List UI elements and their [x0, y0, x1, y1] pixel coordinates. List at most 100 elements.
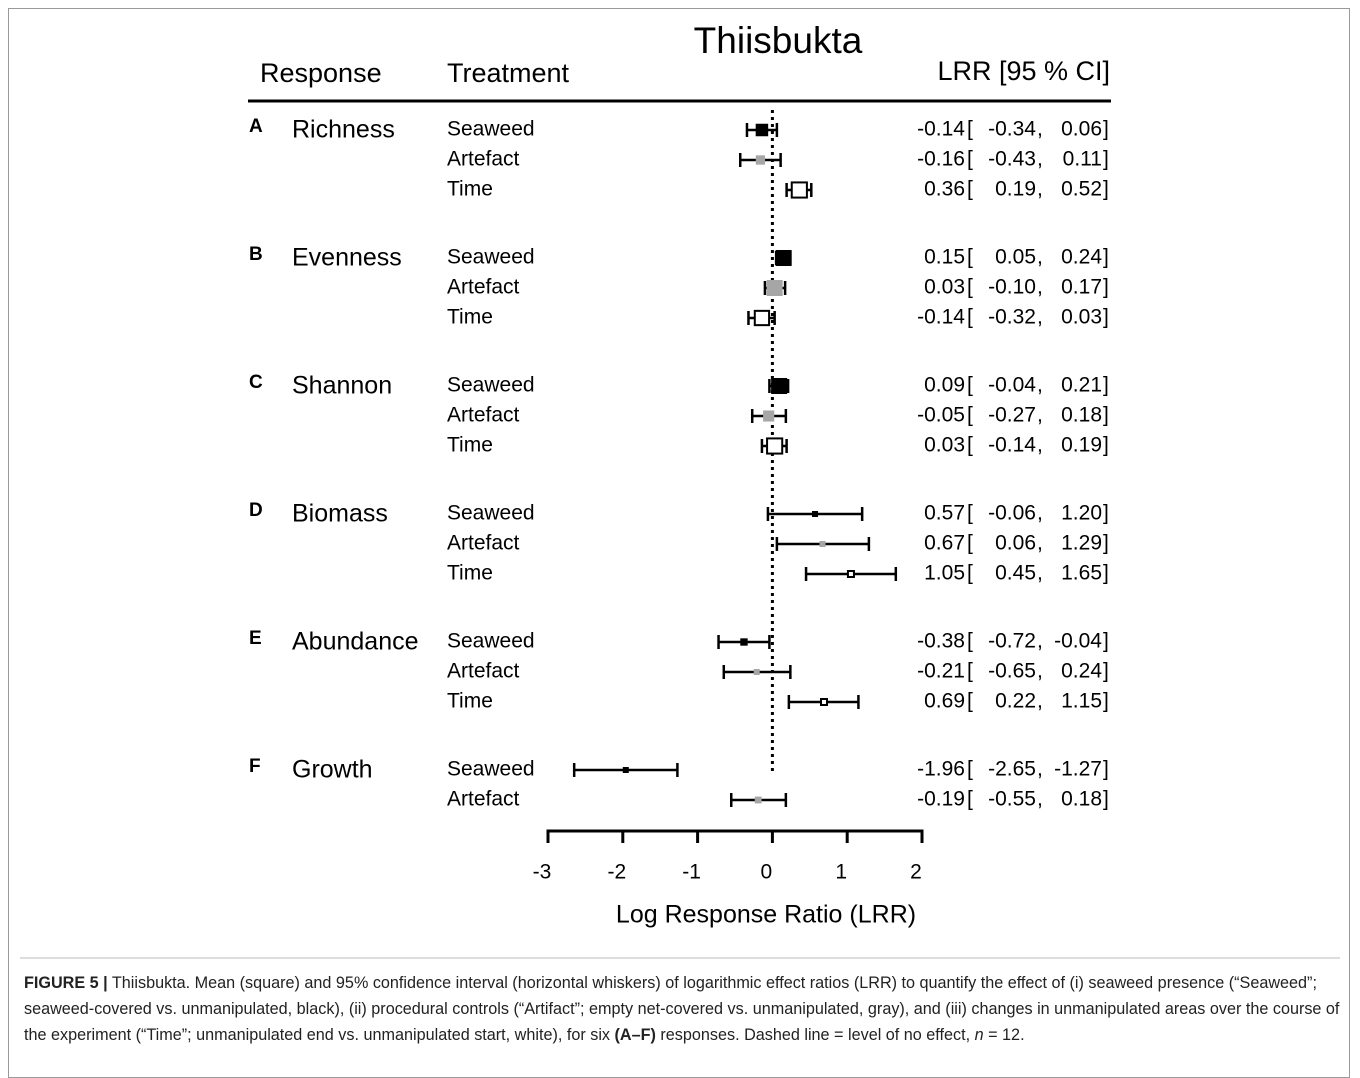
bracket: ] [1103, 118, 1109, 141]
upper-label: 0.03 [1061, 306, 1102, 329]
caption-text: Thiisbukta. Mean (square) and 95% confid… [24, 974, 1340, 1044]
estimate-marker [622, 767, 629, 773]
upper-label: 0.19 [1061, 434, 1102, 457]
estimate-label: -0.14 [917, 118, 965, 141]
chart: Thiisbukta Response Treatment LRR [95 % … [20, 20, 1340, 959]
upper-label: 1.15 [1061, 690, 1102, 713]
lower-label: 0.22 [995, 690, 1036, 713]
estimate-marker [771, 378, 788, 394]
lower-label: -0.14 [988, 434, 1036, 457]
treatment-label: Artefact [447, 532, 520, 555]
lower-label: -0.55 [988, 788, 1036, 811]
estimate-label: -0.05 [917, 404, 965, 427]
treatment-label: Artefact [447, 404, 520, 427]
lower-label: -0.32 [988, 306, 1036, 329]
lower-label: -0.65 [988, 660, 1036, 683]
bracket: [ [967, 532, 973, 555]
bracket: ] [1103, 434, 1109, 457]
group-letter: A [249, 116, 263, 137]
comma: , [1037, 434, 1043, 457]
bracket: ] [1103, 758, 1109, 781]
bracket: [ [967, 788, 973, 811]
estimate-marker [755, 123, 769, 137]
estimate-marker [790, 181, 808, 199]
bracket: ] [1103, 276, 1109, 299]
estimate-label: 0.03 [924, 434, 965, 457]
lower-label: 0.06 [995, 532, 1036, 555]
caption-text: responses. Dashed line = level of no eff… [655, 1026, 975, 1044]
group-letter: B [249, 244, 263, 265]
response-name: Richness [292, 116, 395, 144]
treatment-label: Time [447, 690, 493, 713]
estimate-label: 0.03 [924, 276, 965, 299]
bracket: [ [967, 660, 973, 683]
x-tick-label: -3 [533, 861, 552, 884]
comma: , [1037, 246, 1043, 269]
upper-label: 0.18 [1061, 788, 1102, 811]
caption-text: = 12. [983, 1026, 1025, 1044]
caption-label: FIGURE 5 | [24, 974, 108, 992]
chart-title: Thiisbukta [694, 20, 863, 61]
bracket: ] [1103, 178, 1109, 201]
treatment-label: Time [447, 562, 493, 585]
bracket: [ [967, 118, 973, 141]
estimate-label: 0.69 [924, 690, 965, 713]
bracket: [ [967, 758, 973, 781]
bracket: [ [967, 148, 973, 171]
estimate-marker [819, 541, 826, 547]
x-tick-label: 1 [835, 861, 847, 884]
treatment-label: Seaweed [447, 118, 535, 141]
estimate-marker [754, 796, 762, 804]
bracket: ] [1103, 690, 1109, 713]
bracket: ] [1103, 246, 1109, 269]
caption-bold: (A–F) [614, 1026, 656, 1044]
lower-label: -0.43 [988, 148, 1036, 171]
treatment-label: Seaweed [447, 246, 535, 269]
x-tick-label: -1 [682, 861, 701, 884]
lower-label: -0.27 [988, 404, 1036, 427]
lower-label: 0.05 [995, 246, 1036, 269]
comma: , [1037, 276, 1043, 299]
upper-label: -0.04 [1054, 630, 1102, 653]
upper-label: 0.17 [1061, 276, 1102, 299]
bracket: [ [967, 246, 973, 269]
estimate-label: 0.67 [924, 532, 965, 555]
bracket: [ [967, 306, 973, 329]
x-tick-label: -2 [607, 861, 626, 884]
comma: , [1037, 562, 1043, 585]
upper-label: 0.06 [1061, 118, 1102, 141]
estimate-marker [846, 570, 855, 578]
column-header: Response [260, 58, 382, 88]
estimate-marker [740, 638, 748, 646]
bracket: ] [1103, 660, 1109, 683]
estimate-label: 1.05 [924, 562, 965, 585]
estimate-marker [766, 280, 783, 296]
bracket: [ [967, 434, 973, 457]
comma: , [1037, 630, 1043, 653]
bracket: ] [1103, 374, 1109, 397]
bracket: ] [1103, 788, 1109, 811]
estimate-marker [775, 250, 792, 266]
response-name: Growth [292, 756, 373, 784]
group-letter: D [249, 500, 263, 521]
comma: , [1037, 532, 1043, 555]
comma: , [1037, 404, 1043, 427]
upper-label: 0.52 [1061, 178, 1102, 201]
treatment-label: Artefact [447, 276, 520, 299]
bracket: [ [967, 630, 973, 653]
bracket: [ [967, 690, 973, 713]
comma: , [1037, 148, 1043, 171]
group-letter: E [249, 628, 262, 649]
estimate-marker [820, 698, 829, 706]
treatment-label: Artefact [447, 148, 520, 171]
comma: , [1037, 660, 1043, 683]
estimate-label: -0.19 [917, 788, 965, 811]
lower-label: 0.45 [995, 562, 1036, 585]
response-name: Biomass [292, 500, 388, 528]
estimate-marker [753, 669, 760, 675]
upper-label: 0.11 [1063, 148, 1102, 171]
response-name: Evenness [292, 244, 402, 272]
bracket: [ [967, 562, 973, 585]
comma: , [1037, 788, 1043, 811]
